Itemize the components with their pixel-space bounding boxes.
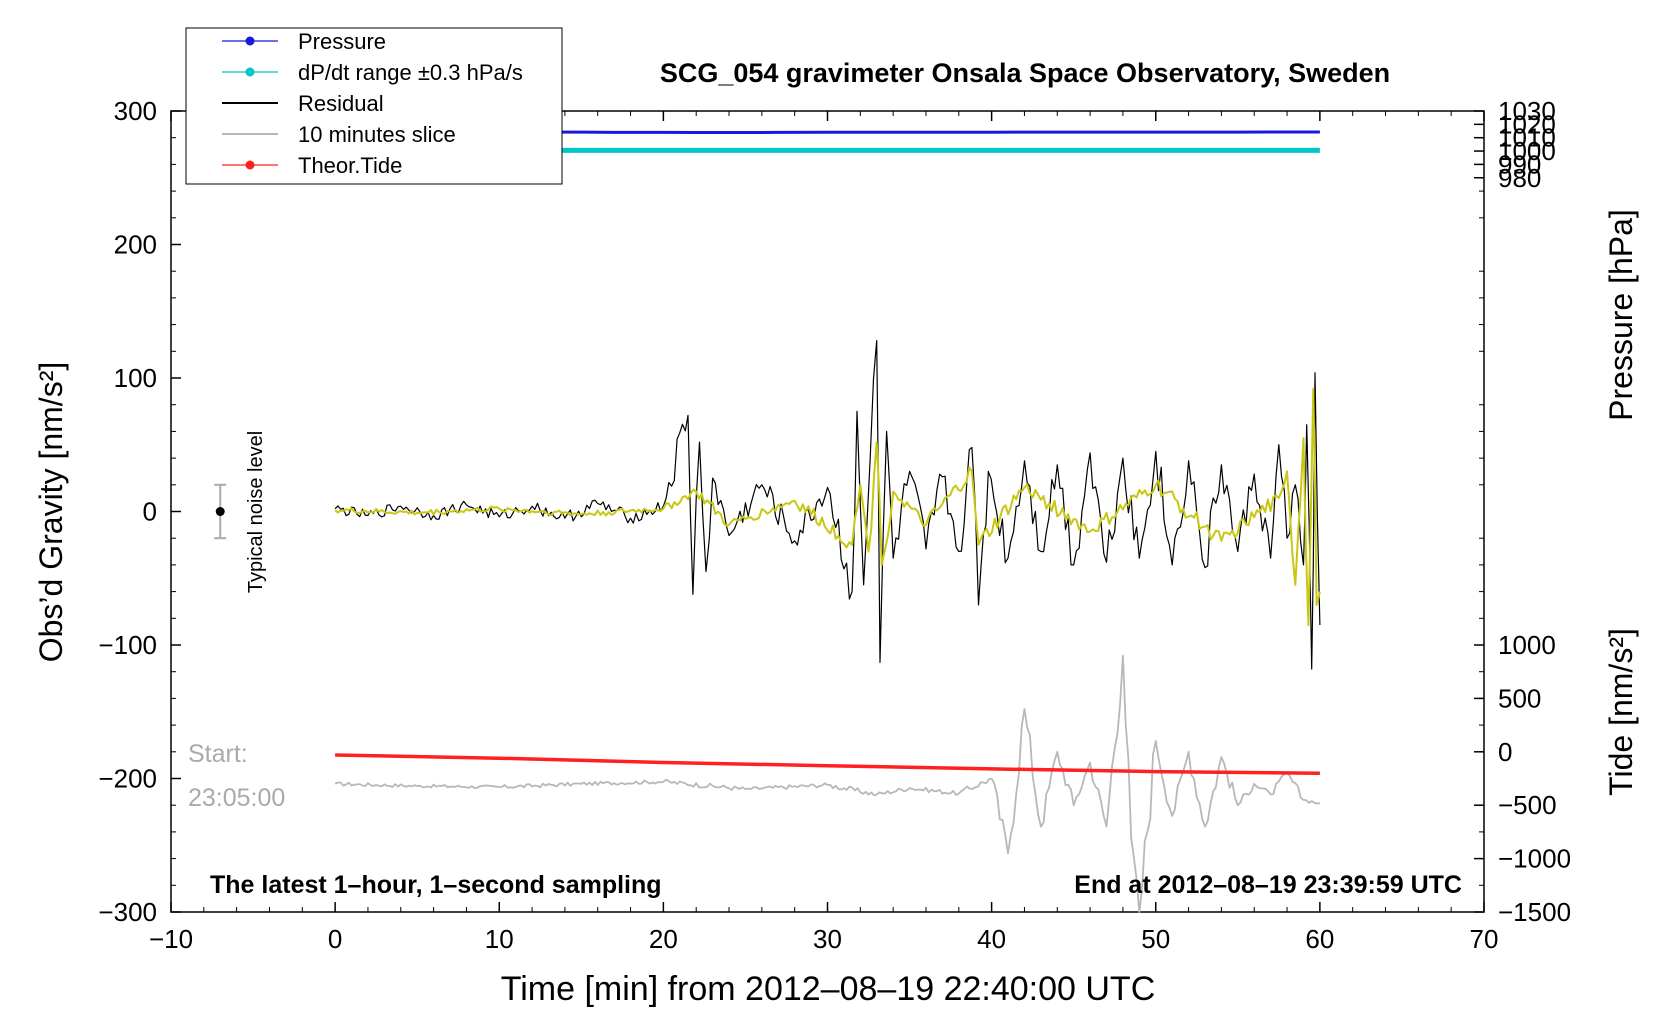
end-time-note: End at 2012–08–19 23:39:59 UTC <box>1074 871 1462 899</box>
x-tick-label: 10 <box>485 924 514 954</box>
y-axis-label-pressure: Pressure [hPa] <box>1603 209 1639 421</box>
tide-tick-label: 500 <box>1498 683 1541 713</box>
x-tick-label: 70 <box>1470 924 1499 954</box>
legend-marker <box>245 36 255 46</box>
y-tick-label: 300 <box>114 96 157 126</box>
y-axis-ticks: −300 −200 −100 0 100 200 300 <box>98 96 181 927</box>
chart-title: SCG_054 gravimeter Onsala Space Observat… <box>660 58 1390 88</box>
x-tick-label: 60 <box>1305 924 1334 954</box>
y-axis-label-tide: Tide [nm/s²] <box>1603 628 1639 796</box>
legend-marker <box>245 67 255 77</box>
pressure-tick-label: 1000 <box>1498 136 1556 166</box>
x-tick-label: 50 <box>1141 924 1170 954</box>
legend-label: dP/dt range ±0.3 hPa/s <box>298 60 523 85</box>
x-tick-label: 20 <box>649 924 678 954</box>
legend-box <box>185 27 563 185</box>
noise-level-marker <box>214 483 227 540</box>
tide-tick-label: −1500 <box>1498 897 1571 927</box>
legend-label: Pressure <box>298 29 386 54</box>
legend: Pressure dP/dt range ±0.3 hPa/s Residual 10… <box>185 27 563 185</box>
legend-label: Residual <box>298 91 384 116</box>
x-tick-label: 40 <box>977 924 1006 954</box>
legend-label: Theor.Tide <box>298 153 402 178</box>
pressure-tick-label: 1030 <box>1498 96 1556 126</box>
series-10-minutes-slice <box>334 654 1321 913</box>
minor-ticks <box>171 111 1484 912</box>
pressure-tick-label: 990 <box>1498 149 1541 179</box>
start-label: Start: <box>188 740 248 768</box>
pressure-tick-label: 1020 <box>1498 109 1556 139</box>
tide-tick-label: −1000 <box>1498 844 1571 874</box>
tide-tick-label: 1000 <box>1498 630 1556 660</box>
x-tick-label: 30 <box>813 924 842 954</box>
tide-axis-ticks: −1500 −1000 −500 0 500 1000 <box>1474 630 1571 927</box>
y-tick-label: −200 <box>98 764 157 794</box>
y-axis-label-gravity: Obs’d Gravity [nm/s²] <box>33 362 69 663</box>
series-residual-smoothed <box>334 387 1321 626</box>
noise-dot <box>215 507 225 516</box>
noise-level-label: Typical noise level <box>245 431 267 593</box>
series-layer <box>334 130 1321 913</box>
series-residual <box>334 340 1321 670</box>
y-tick-label: −300 <box>98 897 157 927</box>
x-axis-label: Time [min] from 2012–08–19 22:40:00 UTC <box>501 970 1156 1008</box>
pressure-tick-label: 1010 <box>1498 123 1556 153</box>
y-tick-label: −100 <box>98 630 157 660</box>
x-tick-label: −10 <box>149 924 193 954</box>
sampling-note: The latest 1–hour, 1–second sampling <box>210 871 662 899</box>
legend-marker <box>245 160 255 170</box>
tide-tick-label: 0 <box>1498 737 1512 767</box>
x-tick-label: 0 <box>328 924 342 954</box>
y-tick-label: 200 <box>114 230 157 260</box>
pressure-tick-label: 980 <box>1498 163 1541 193</box>
legend-label: 10 minutes slice <box>298 122 456 147</box>
series-theor-tide <box>335 753 1320 775</box>
y-tick-label: 100 <box>114 363 157 393</box>
y-tick-label: 0 <box>143 497 157 527</box>
x-axis-ticks: −10 0 10 20 30 40 50 60 70 <box>149 111 1499 954</box>
tide-tick-label: −500 <box>1498 790 1557 820</box>
start-time: 23:05:00 <box>188 784 285 812</box>
